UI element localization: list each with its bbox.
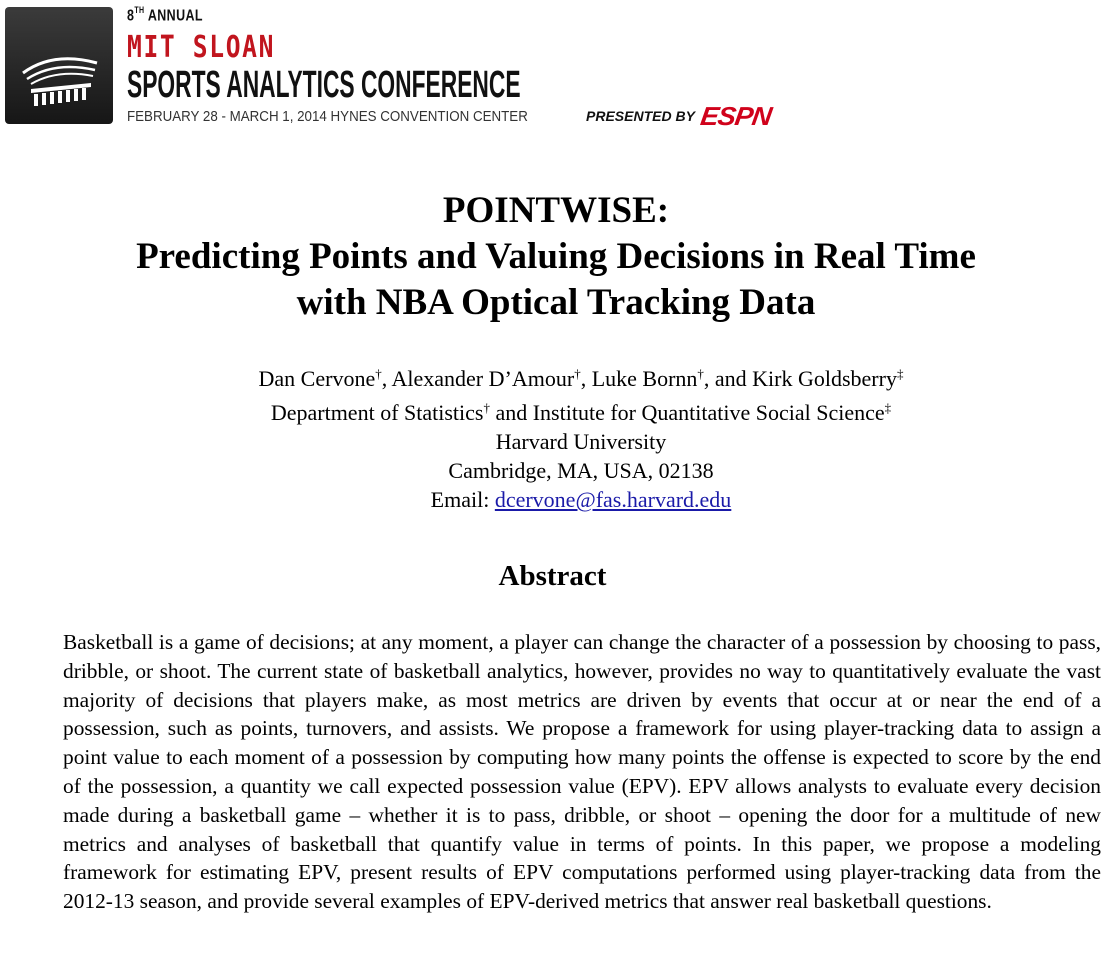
address: Cambridge, MA, USA, 02138 xyxy=(448,458,714,483)
author-list: Dan Cervone†, Alexander D’Amour†, Luke B… xyxy=(258,366,904,391)
conference-logo xyxy=(5,7,113,124)
conference-dates: FEBRUARY 28 - MARCH 1, 2014 HYNES CONVEN… xyxy=(127,108,528,125)
author-mark: † xyxy=(375,366,382,381)
email-link[interactable]: dcervone@fas.harvard.edu xyxy=(494,487,732,512)
espn-logo: ESPN xyxy=(698,101,774,131)
email-line: Email: dcervone@fas.harvard.edu xyxy=(430,487,732,512)
org-name: MIT SLOAN xyxy=(127,30,276,65)
paper-title: POINTWISE: Predicting Points and Valuing… xyxy=(0,188,1112,326)
conference-name: SPORTS ANALYTICS CONFERENCE xyxy=(127,64,521,106)
title-line: with NBA Optical Tracking Data xyxy=(296,282,816,323)
abstract-text: Basketball is a game of decisions; at an… xyxy=(63,630,1101,914)
author-block: Dan Cervone†, Alexander D’Amour†, Luke B… xyxy=(0,359,1112,514)
author-mark: ‡ xyxy=(896,366,904,381)
author-mark: † xyxy=(574,366,581,381)
university: Harvard University xyxy=(495,429,667,454)
title-line: POINTWISE: xyxy=(442,190,670,231)
author-name: Kirk Goldsberry xyxy=(752,366,897,391)
affiliation: Department of Statistics† and Institute … xyxy=(270,400,892,425)
author-name: Alexander D’Amour xyxy=(391,366,575,391)
author-name: Dan Cervone xyxy=(258,366,376,391)
title-line: Predicting Points and Valuing Decisions … xyxy=(136,236,976,277)
presented-by-label: PRESENTED BY xyxy=(586,108,695,124)
author-mark: † xyxy=(697,366,704,381)
annual-label: 8TH ANNUAL xyxy=(127,5,203,25)
stadium-icon xyxy=(22,57,98,106)
abstract-heading: Abstract xyxy=(498,560,607,592)
author-name: Luke Bornn xyxy=(591,366,698,391)
